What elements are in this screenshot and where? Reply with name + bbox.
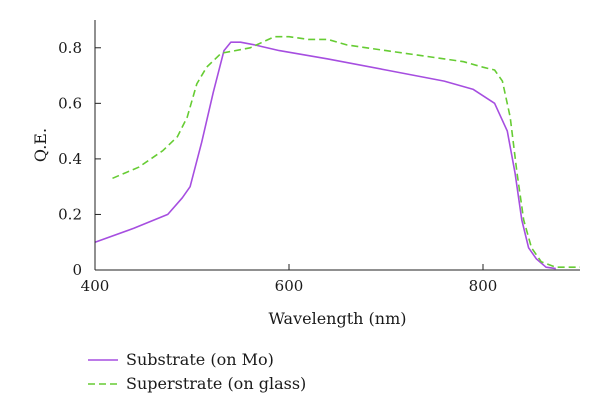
x-tick-label: 800 — [469, 277, 498, 295]
y-tick-label: 0.2 — [58, 205, 82, 223]
y-tick-label: 0 — [72, 261, 82, 279]
plot-lines — [94, 35, 580, 270]
x-tick-label: 400 — [81, 277, 110, 295]
x-tick-label: 600 — [275, 277, 304, 295]
ticks: 400 600 800 0 0.2 0.4 0.6 0.8 — [58, 39, 497, 295]
legend-label: Substrate (on Mo) — [126, 350, 274, 369]
x-axis-title: Wavelength (nm) — [268, 309, 406, 328]
y-tick-label: 0.8 — [58, 39, 82, 57]
y-tick-label: 0.6 — [58, 94, 82, 112]
axes — [94, 20, 580, 271]
series-line-substrate — [94, 41, 556, 270]
legend-label: Superstrate (on glass) — [126, 374, 306, 393]
y-axis-title: Q.E. — [31, 128, 50, 162]
y-tick-label: 0.4 — [58, 150, 82, 168]
series-line-superstrate — [112, 35, 580, 269]
legend: Substrate (on Mo) Superstrate (on glass) — [88, 350, 306, 393]
